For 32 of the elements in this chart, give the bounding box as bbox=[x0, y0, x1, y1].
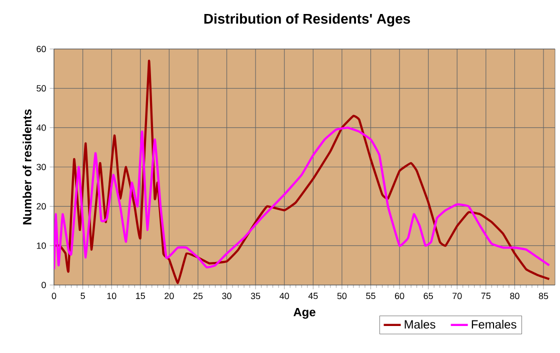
legend-label: Females bbox=[472, 320, 516, 329]
x-tick-label: 5 bbox=[80, 292, 85, 300]
y-tick-label: 30 bbox=[36, 164, 46, 170]
x-tick-label: 70 bbox=[452, 292, 462, 300]
y-tick-label: 40 bbox=[36, 124, 46, 131]
x-tick-label: 35 bbox=[250, 292, 260, 300]
x-tick-label: 40 bbox=[280, 292, 289, 300]
x-tick-label: 20 bbox=[164, 292, 174, 300]
x-tick-label: 0 bbox=[52, 292, 56, 300]
x-tick-label: 25 bbox=[193, 292, 203, 300]
x-tick-label: 10 bbox=[107, 292, 116, 300]
line-series bbox=[54, 126, 550, 270]
x-tick-label: 75 bbox=[481, 292, 491, 300]
x-tick-label: 45 bbox=[308, 292, 318, 300]
x-tick-label: 55 bbox=[366, 292, 376, 300]
x-tick-label: 60 bbox=[394, 292, 404, 300]
y-tick-label: 50 bbox=[36, 85, 46, 92]
y-tick-label: 60 bbox=[36, 46, 46, 52]
y-tick-label: 10 bbox=[36, 242, 46, 249]
chart-title: Distribution of Residents' Ages bbox=[204, 13, 410, 27]
line-series bbox=[54, 60, 550, 284]
legend-label: Males bbox=[404, 320, 436, 329]
x-tick-label: 30 bbox=[222, 292, 232, 300]
x-tick-label: 85 bbox=[538, 292, 548, 300]
x-tick-label: 50 bbox=[337, 292, 347, 300]
x-tick-label: 15 bbox=[136, 292, 145, 300]
y-tick-label: 20 bbox=[36, 203, 46, 210]
x-tick-label: 80 bbox=[510, 292, 520, 300]
y-tick-label: 0 bbox=[42, 282, 46, 288]
x-axis-title: Age bbox=[294, 308, 316, 319]
y-axis-title: Number of residents bbox=[22, 109, 32, 224]
x-tick-label: 65 bbox=[424, 292, 433, 300]
